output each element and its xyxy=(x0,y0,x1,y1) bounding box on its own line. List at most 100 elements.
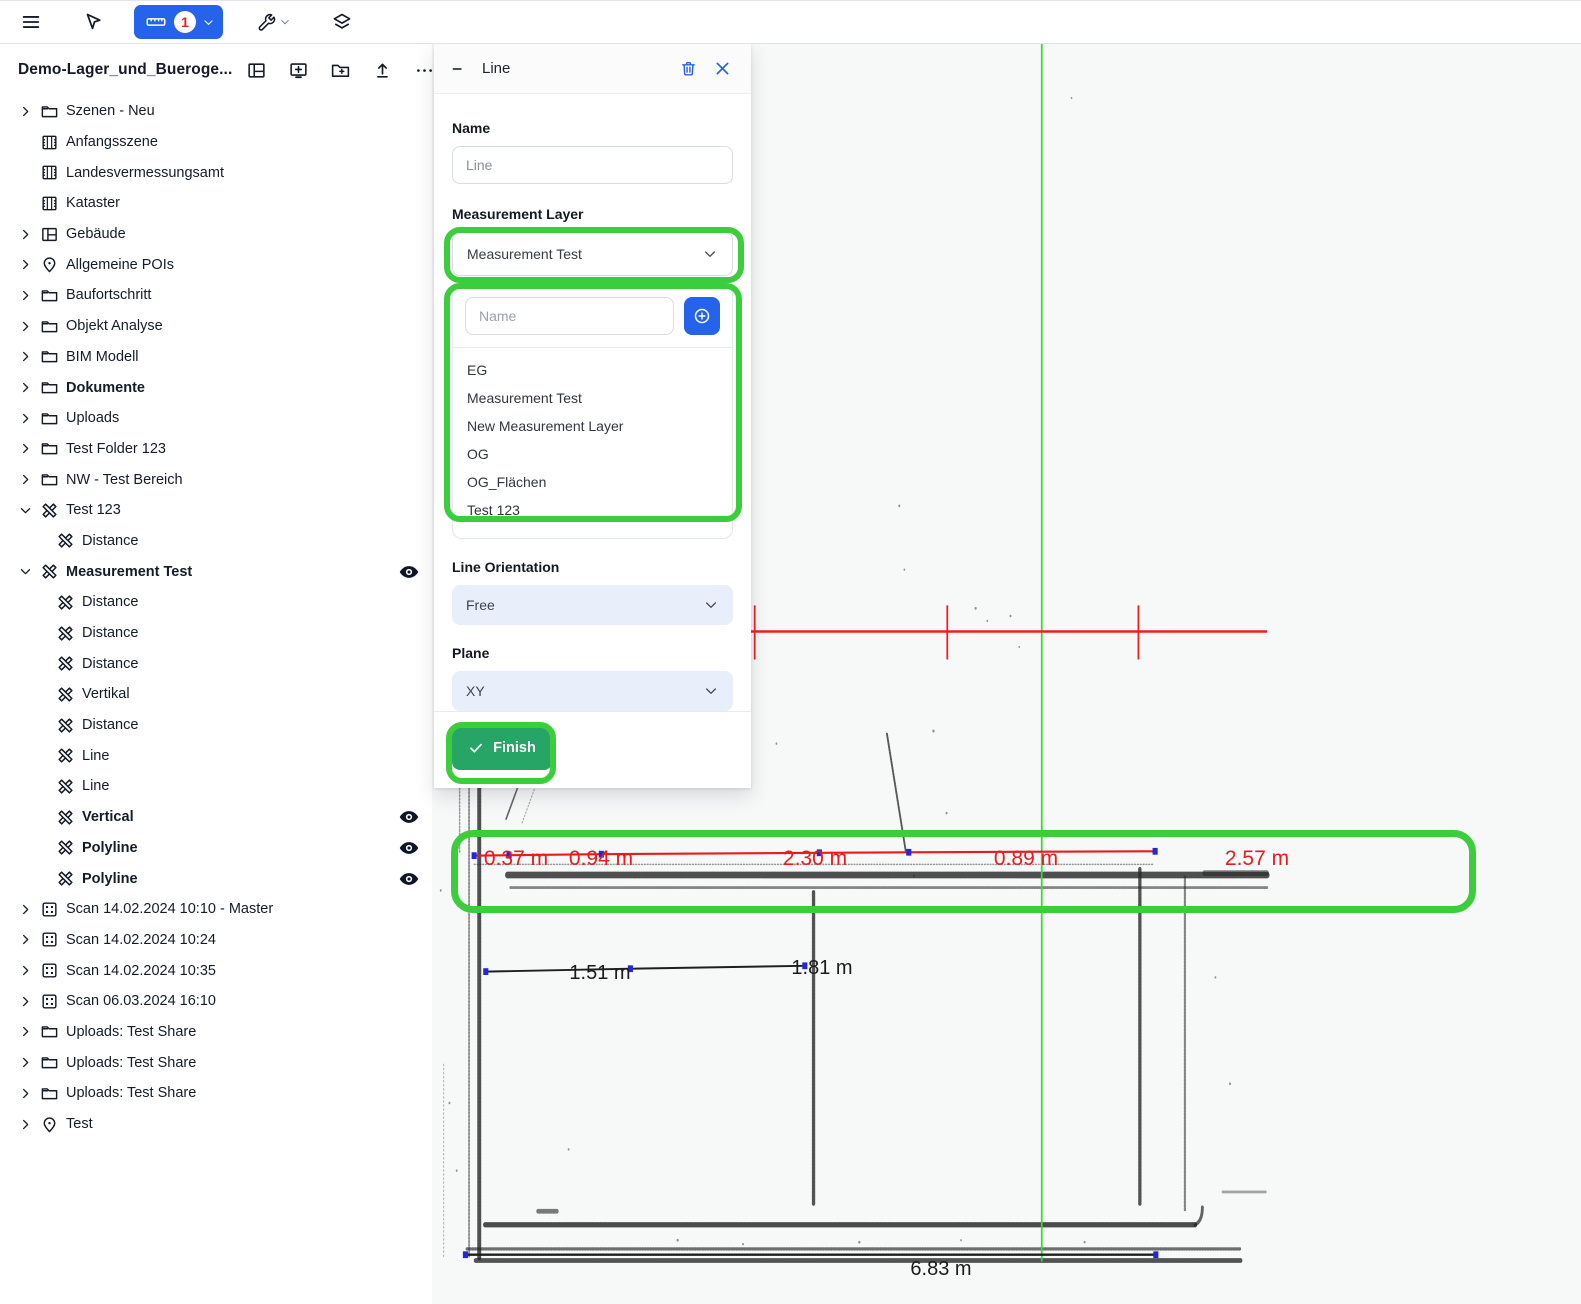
new-layer-name-input[interactable] xyxy=(465,297,674,335)
finish-button-label: Finish xyxy=(493,740,536,756)
chevron-right-icon[interactable] xyxy=(18,1024,33,1039)
chevron-right-icon[interactable] xyxy=(18,902,33,917)
close-dialog-button[interactable] xyxy=(709,56,735,82)
measure-icon xyxy=(58,810,73,825)
chevron-right-icon[interactable] xyxy=(18,411,33,426)
visibility-eye-icon[interactable] xyxy=(398,868,420,890)
add-scene-button[interactable] xyxy=(286,58,310,82)
tree-item-test-folder-123[interactable]: Test Folder 123 xyxy=(0,434,432,465)
tree-item-distance[interactable]: Distance xyxy=(0,526,432,557)
more-options-button[interactable] xyxy=(412,58,436,82)
visibility-eye-icon[interactable] xyxy=(398,561,420,583)
tree-item-distance[interactable]: Distance xyxy=(0,618,432,649)
pointer-tool-button[interactable] xyxy=(76,6,110,38)
folder-icon xyxy=(41,382,58,394)
chevron-right-icon[interactable] xyxy=(18,380,33,395)
tree-item-objekt-analyse[interactable]: Objekt Analyse xyxy=(0,311,432,342)
chevron-right-icon[interactable] xyxy=(18,257,33,272)
chevron-down-icon[interactable] xyxy=(18,564,33,579)
tree-item-uploads-test-share[interactable]: Uploads: Test Share xyxy=(0,1017,432,1048)
tree-item-vertical[interactable]: Vertical xyxy=(0,802,432,833)
layers-button[interactable] xyxy=(325,6,359,38)
plane-label: Plane xyxy=(452,645,490,661)
chevron-right-icon[interactable] xyxy=(18,104,33,119)
chevron-right-icon[interactable] xyxy=(18,932,33,947)
measurement-label: 2.57 m xyxy=(1224,847,1290,870)
tree-item-polyline[interactable]: Polyline xyxy=(0,863,432,894)
tree-item-uploads[interactable]: Uploads xyxy=(0,403,432,434)
layer-option-eg[interactable]: EG xyxy=(467,362,488,378)
measure-icon xyxy=(58,871,73,886)
tools-menu-button[interactable] xyxy=(245,6,301,38)
tree-item-distance[interactable]: Distance xyxy=(0,648,432,679)
add-folder-button[interactable] xyxy=(328,58,352,82)
drag-handle-icon[interactable] xyxy=(450,60,468,78)
tree-item-szenen-neu[interactable]: Szenen - Neu xyxy=(0,96,432,127)
measure-tool-button[interactable]: 1 xyxy=(134,5,223,39)
tree-item-scan-14-02-2024-10-24[interactable]: Scan 14.02.2024 10:24 xyxy=(0,925,432,956)
layer-option-og-fl-chen[interactable]: OG_Flächen xyxy=(467,474,547,490)
cursor-icon xyxy=(86,13,101,30)
tree-item-bim-modell[interactable]: BIM Modell xyxy=(0,342,432,373)
chevron-right-icon[interactable] xyxy=(18,994,33,1009)
tree-item-allgemeine-pois[interactable]: Allgemeine POIs xyxy=(0,249,432,280)
chevron-right-icon[interactable] xyxy=(18,319,33,334)
tree-item-label: Szenen - Neu xyxy=(66,103,155,120)
tree-item-uploads-test-share[interactable]: Uploads: Test Share xyxy=(0,1078,432,1109)
tree-item-kataster[interactable]: Kataster xyxy=(0,188,432,219)
tree-item-distance[interactable]: Distance xyxy=(0,710,432,741)
chevron-right-icon[interactable] xyxy=(18,349,33,364)
plane-select[interactable]: XY xyxy=(452,671,733,711)
tree-item-dokumente[interactable]: Dokumente xyxy=(0,372,432,403)
tree-item-label: Distance xyxy=(82,532,139,549)
tree-item-landesvermessungsamt[interactable]: Landesvermessungsamt xyxy=(0,157,432,188)
tree-item-scan-14-02-2024-10-10-master[interactable]: Scan 14.02.2024 10:10 - Master xyxy=(0,894,432,925)
delete-measurement-button[interactable] xyxy=(675,56,701,82)
tree-item-vertikal[interactable]: Vertikal xyxy=(0,679,432,710)
tree-item-scan-14-02-2024-10-35[interactable]: Scan 14.02.2024 10:35 xyxy=(0,955,432,986)
tree-item-test[interactable]: Test xyxy=(0,1109,432,1140)
tree-item-polyline[interactable]: Polyline xyxy=(0,833,432,864)
visibility-eye-icon[interactable] xyxy=(398,837,420,859)
chevron-down-icon[interactable] xyxy=(18,503,33,518)
layer-option-test-123[interactable]: Test 123 xyxy=(467,502,520,518)
tree-item-nw-test-bereich[interactable]: NW - Test Bereich xyxy=(0,464,432,495)
hamburger-menu-button[interactable] xyxy=(14,6,48,38)
tree-item-uploads-test-share[interactable]: Uploads: Test Share xyxy=(0,1047,432,1078)
line-orientation-select[interactable]: Free xyxy=(452,585,733,625)
chevron-right-icon[interactable] xyxy=(18,1055,33,1070)
tree-item-line[interactable]: Line xyxy=(0,771,432,802)
finish-button[interactable]: Finish xyxy=(452,726,552,770)
chevron-right-icon[interactable] xyxy=(18,472,33,487)
poi-icon xyxy=(43,1116,56,1132)
visibility-eye-icon[interactable] xyxy=(398,806,420,828)
measure-icon xyxy=(58,533,73,549)
layer-option-new-measurement-layer[interactable]: New Measurement Layer xyxy=(467,418,624,434)
chevron-right-icon[interactable] xyxy=(18,963,33,978)
name-input[interactable] xyxy=(452,146,733,184)
folder-icon xyxy=(41,1057,58,1069)
tree-item-measurement-test[interactable]: Measurement Test xyxy=(0,556,432,587)
tree-item-baufortschritt[interactable]: Baufortschritt xyxy=(0,280,432,311)
tree-item-scan-06-03-2024-16-10[interactable]: Scan 06.03.2024 16:10 xyxy=(0,986,432,1017)
layer-option-og[interactable]: OG xyxy=(467,446,489,462)
tree-item-label: Measurement Test xyxy=(66,563,193,580)
tree-item-test-123[interactable]: Test 123 xyxy=(0,495,432,526)
measurement-layer-select[interactable]: Measurement Test xyxy=(452,232,733,276)
upload-button[interactable] xyxy=(370,58,394,82)
chevron-right-icon[interactable] xyxy=(18,227,33,242)
tree-item-anfangsszene[interactable]: Anfangsszene xyxy=(0,127,432,158)
folder-icon xyxy=(41,1088,58,1100)
tree-item-line[interactable]: Line xyxy=(0,740,432,771)
layer-option-measurement-test[interactable]: Measurement Test xyxy=(467,390,582,406)
tree-item-geb-ude[interactable]: Gebäude xyxy=(0,219,432,250)
add-layer-button[interactable] xyxy=(684,297,720,335)
tree-item-distance[interactable]: Distance xyxy=(0,587,432,618)
layout-view-button[interactable] xyxy=(244,58,268,82)
measure-icon xyxy=(58,687,73,702)
chevron-right-icon[interactable] xyxy=(18,288,33,303)
tree-item-label: BIM Modell xyxy=(66,348,139,365)
chevron-right-icon[interactable] xyxy=(18,441,33,456)
chevron-right-icon[interactable] xyxy=(18,1117,33,1132)
chevron-right-icon[interactable] xyxy=(18,1086,33,1101)
